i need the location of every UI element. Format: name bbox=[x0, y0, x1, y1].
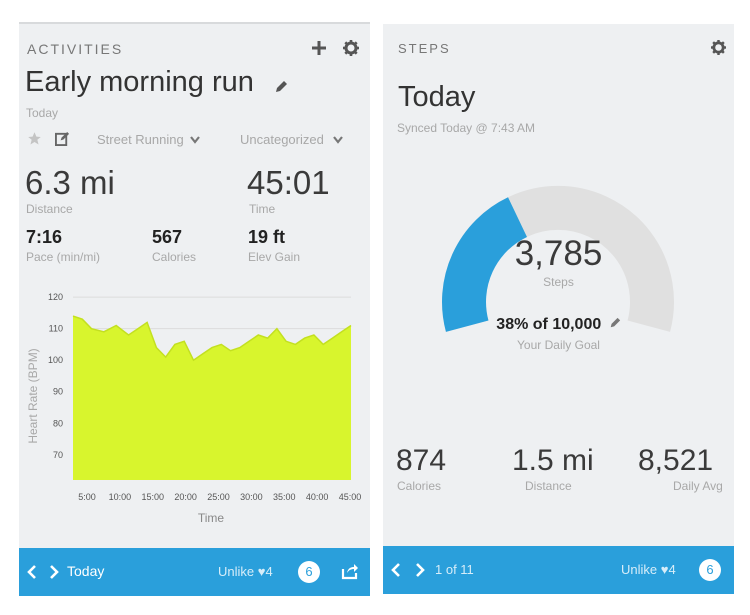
x-tick-label: 35:00 bbox=[273, 492, 296, 502]
gear-icon[interactable] bbox=[343, 40, 359, 56]
elevation-label: Elev Gain bbox=[248, 250, 301, 264]
unlike-label: Unlike bbox=[218, 564, 255, 579]
heart-rate-line bbox=[72, 315, 352, 362]
plus-icon[interactable] bbox=[312, 41, 326, 55]
x-axis-label: Time bbox=[198, 511, 225, 525]
heart-rate-chart: 70 80 90 100 110 120 5:00 10:00 15:00 20:00 25:00… bbox=[26, 292, 362, 525]
steps-header: STEPS bbox=[398, 41, 451, 56]
activity-type-label: Street Running bbox=[97, 132, 184, 147]
pencil-icon[interactable] bbox=[274, 80, 288, 94]
activity-panel: ACTIVITIES Early morning run Today Stree… bbox=[19, 22, 370, 596]
like-count: 4 bbox=[265, 564, 273, 579]
goal-label: Your Daily Goal bbox=[517, 338, 600, 352]
chevron-right-icon[interactable] bbox=[49, 565, 59, 579]
unlike-label: Unlike bbox=[621, 562, 658, 577]
pencil-icon[interactable] bbox=[609, 317, 621, 329]
activity-type-dropdown[interactable]: Street Running bbox=[97, 132, 201, 147]
heart-icon: ♥ bbox=[257, 564, 266, 579]
chevron-left-icon[interactable] bbox=[27, 565, 37, 579]
time-value: 45:01 bbox=[247, 164, 330, 201]
activities-header: ACTIVITIES bbox=[27, 41, 124, 57]
star-icon[interactable] bbox=[27, 131, 42, 146]
x-tick-label: 15:00 bbox=[141, 492, 164, 502]
time-label: Time bbox=[249, 202, 276, 216]
gear-icon[interactable] bbox=[711, 40, 726, 55]
y-tick-label: 110 bbox=[49, 324, 63, 334]
share-icon[interactable] bbox=[341, 562, 359, 580]
steps-panel: STEPS Today Synced Today @ 7:43 AM 3,785… bbox=[383, 24, 734, 594]
steps-gauge bbox=[442, 185, 674, 332]
daily-avg-value: 8,521 bbox=[638, 444, 714, 477]
x-tick-label: 30:00 bbox=[240, 492, 263, 502]
pace-value: 7:16 bbox=[26, 227, 63, 247]
x-tick-label: 40:00 bbox=[306, 492, 329, 502]
chevron-down-icon bbox=[190, 136, 201, 144]
pace-label: Pace (min/mi) bbox=[26, 250, 101, 264]
edit-note-icon[interactable] bbox=[55, 131, 70, 146]
x-tick-label: 20:00 bbox=[174, 492, 197, 502]
comment-count-badge[interactable]: 6 bbox=[699, 559, 721, 581]
steps-calories-value: 874 bbox=[396, 444, 447, 477]
chevron-down-icon bbox=[333, 136, 344, 144]
steps-label: Steps bbox=[543, 275, 574, 289]
heart-icon: ♥ bbox=[660, 562, 669, 577]
steps-calories-label: Calories bbox=[397, 479, 442, 493]
calories-label: Calories bbox=[152, 250, 197, 264]
steps-title: Today bbox=[398, 81, 476, 113]
gauge-progress bbox=[442, 197, 528, 332]
unlike-button[interactable]: Unlike ♥4 bbox=[218, 564, 273, 579]
steps-footer: 1 of 11 Unlike ♥4 6 bbox=[383, 546, 734, 594]
elevation-value: 19 ft bbox=[248, 227, 286, 247]
activity-title[interactable]: Early morning run bbox=[25, 66, 254, 98]
pager-label: 1 of 11 bbox=[435, 562, 474, 577]
goal-row[interactable]: 38% of 10,000 bbox=[383, 316, 734, 334]
daily-avg-label: Daily Avg bbox=[673, 479, 723, 493]
distance-label: Distance bbox=[26, 202, 73, 216]
heart-rate-area bbox=[73, 316, 351, 480]
unlike-button[interactable]: Unlike ♥4 bbox=[621, 562, 676, 577]
calories-value: 567 bbox=[152, 227, 183, 247]
activity-footer: Today Unlike ♥4 6 bbox=[19, 548, 370, 596]
chevron-left-icon[interactable] bbox=[391, 563, 401, 577]
like-count: 4 bbox=[668, 562, 676, 577]
steps-count: 3,785 bbox=[514, 234, 603, 273]
x-tick-label: 5:00 bbox=[78, 492, 96, 502]
y-tick-label: 120 bbox=[48, 292, 63, 302]
category-label: Uncategorized bbox=[240, 132, 324, 147]
y-tick-label: 90 bbox=[53, 387, 63, 397]
goal-text: 38% of 10,000 bbox=[496, 316, 602, 333]
x-tick-label: 25:00 bbox=[207, 492, 230, 502]
synced-status: Synced Today @ 7:43 AM bbox=[397, 121, 536, 135]
y-tick-label: 70 bbox=[53, 450, 63, 460]
chevron-right-icon[interactable] bbox=[415, 563, 425, 577]
footer-date-label[interactable]: Today bbox=[67, 563, 105, 579]
y-axis-label: Heart Rate (BPM) bbox=[26, 348, 40, 443]
category-dropdown[interactable]: Uncategorized bbox=[240, 132, 344, 147]
steps-distance-label: Distance bbox=[525, 479, 572, 493]
activity-date: Today bbox=[26, 106, 59, 120]
y-tick-label: 100 bbox=[48, 355, 63, 365]
distance-value: 6.3 mi bbox=[25, 164, 115, 201]
y-tick-label: 80 bbox=[53, 418, 63, 428]
x-tick-label: 10:00 bbox=[109, 492, 132, 502]
steps-distance-value: 1.5 mi bbox=[512, 444, 594, 477]
x-tick-label: 45:00 bbox=[339, 492, 362, 502]
comment-count-badge[interactable]: 6 bbox=[298, 561, 320, 583]
